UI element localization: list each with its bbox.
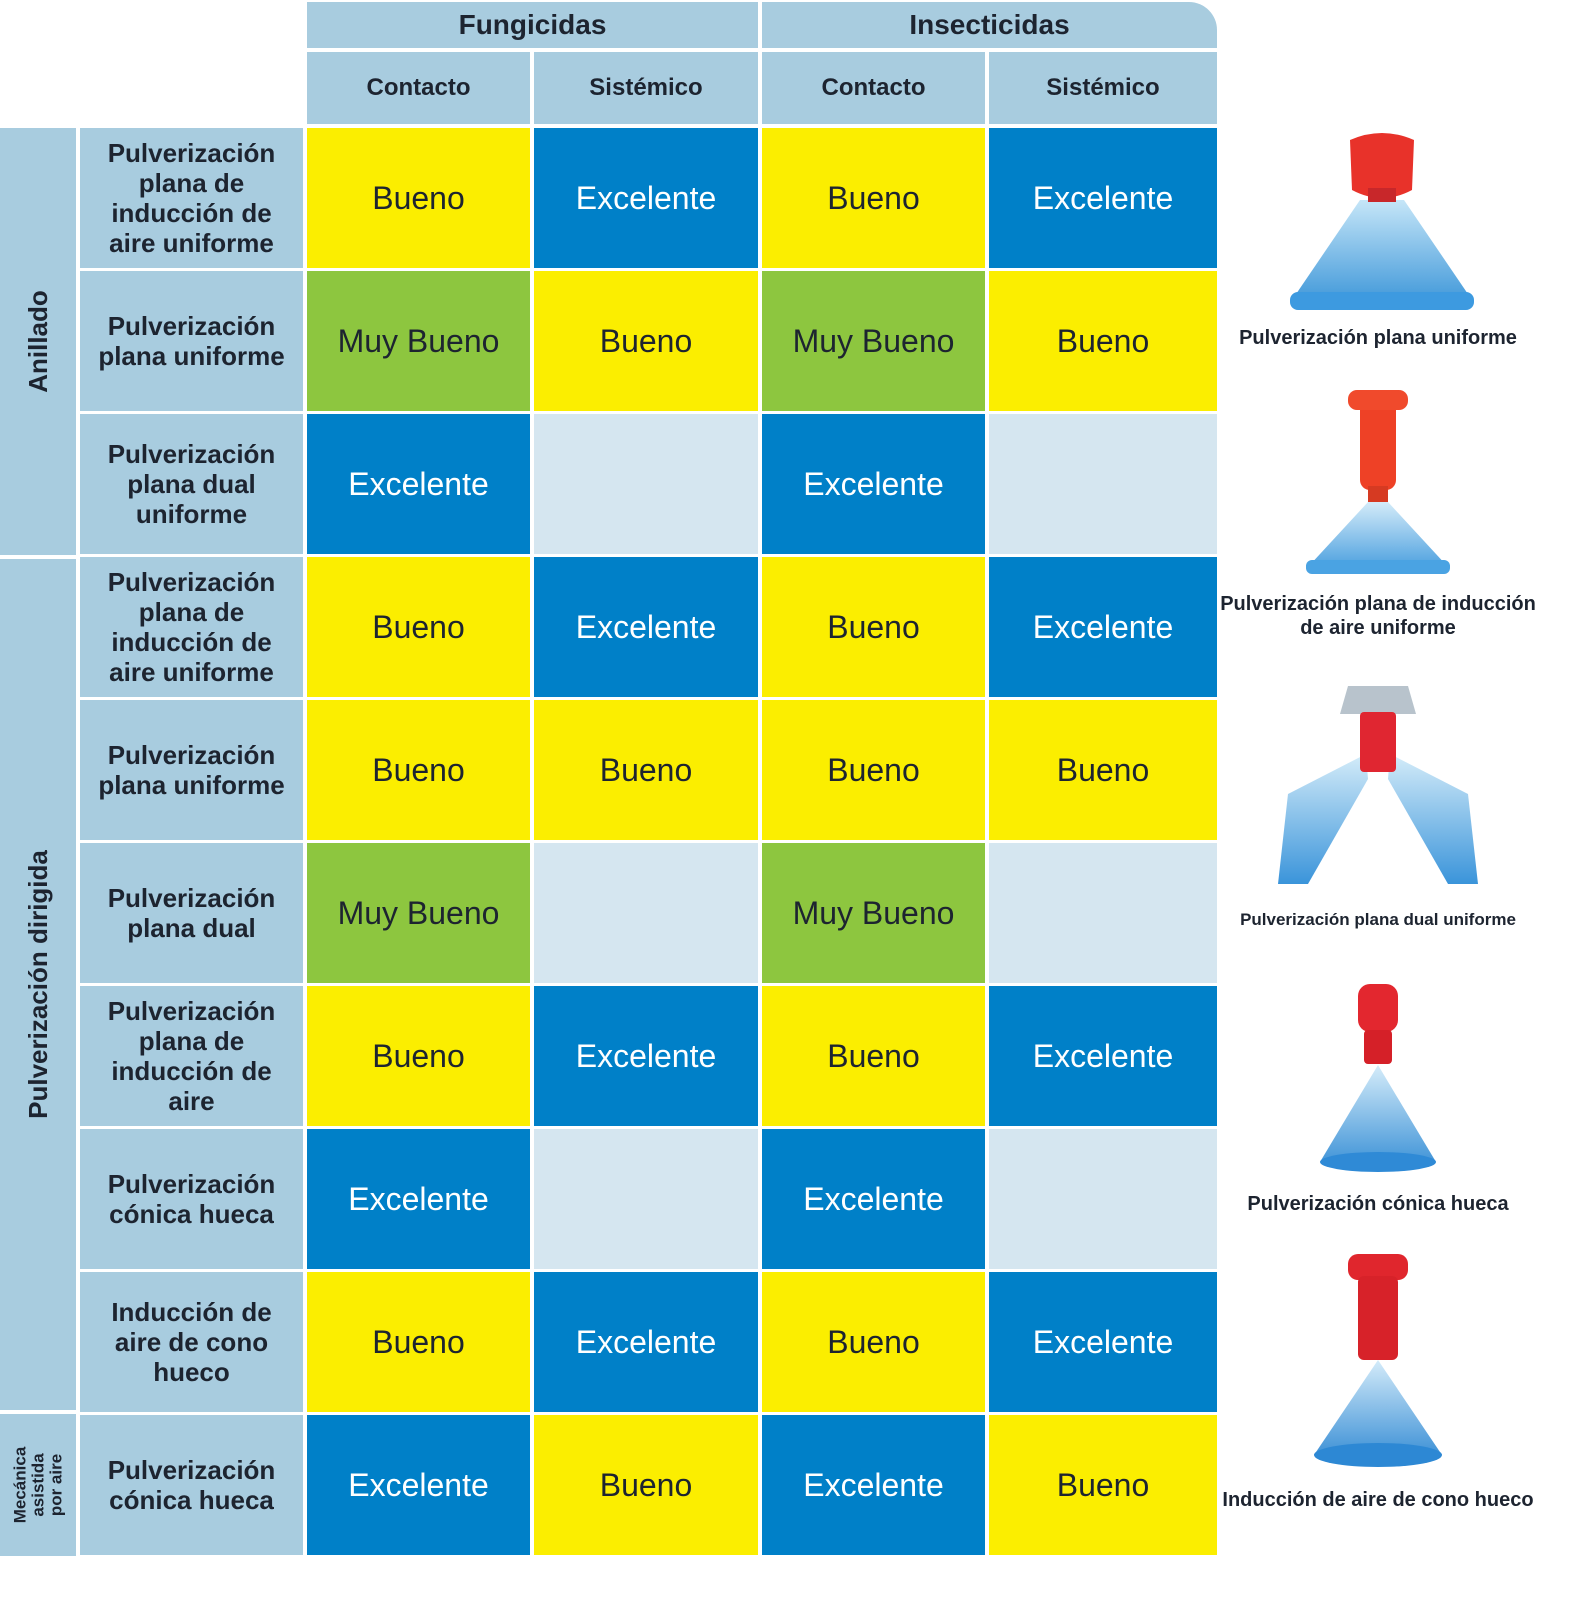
header-fungicidas: Fungicidas: [307, 2, 758, 48]
hollow-cone-nozzle-icon: [1268, 980, 1488, 1185]
empty-cell: [534, 1129, 758, 1269]
nozzle-caption: Pulverización plana de inducción de aire…: [1220, 593, 1536, 639]
rating-cell: Muy Bueno: [762, 843, 985, 983]
rating-cell: Excelente: [762, 1415, 985, 1555]
rating-cell: Bueno: [989, 700, 1217, 840]
rating-cell: Bueno: [762, 557, 985, 697]
empty-cell: [534, 843, 758, 983]
rating-cell: Bueno: [534, 700, 758, 840]
rating-cell: Bueno: [762, 128, 985, 268]
empty-cell: [989, 414, 1217, 554]
rating-cell: Excelente: [534, 128, 758, 268]
row-label: Pulverización cónica hueca: [80, 1129, 303, 1269]
rating-cell: Bueno: [307, 986, 530, 1126]
row-label: Pulverización plana de inducción de aire…: [80, 128, 303, 268]
empty-cell: [534, 414, 758, 554]
rating-cell: Bueno: [762, 1272, 985, 1412]
nozzle-caption: Pulverización plana dual uniforme: [1240, 910, 1516, 929]
rating-cell: Bueno: [307, 557, 530, 697]
air-induction-hollow-cone-nozzle-icon: [1268, 1250, 1488, 1485]
rating-cell: Excelente: [307, 1129, 530, 1269]
rating-cell: Excelente: [534, 1272, 758, 1412]
empty-cell: [989, 1129, 1217, 1269]
group-anillado: Anillado: [0, 128, 76, 555]
row-label: Pulverización cónica hueca: [80, 1415, 303, 1555]
row-label: Pulverización plana de inducción de aire…: [80, 557, 303, 697]
rating-cell: Bueno: [534, 271, 758, 411]
rating-cell: Excelente: [762, 1129, 985, 1269]
group-pulverizacion-dirigida: Pulverización dirigida: [0, 559, 76, 1410]
row-label: Pulverización plana dual: [80, 843, 303, 983]
flat-uniform-nozzle-icon: [1272, 130, 1492, 325]
subheader-fungicidas-sistemico: Sistémico: [534, 52, 758, 124]
rating-cell: Bueno: [307, 128, 530, 268]
nozzle-caption: Inducción de aire de cono hueco: [1222, 1489, 1534, 1511]
row-label: Pulverización plana uniforme: [80, 271, 303, 411]
air-induction-flat-uniform-nozzle-icon: [1268, 382, 1488, 587]
subheader-fungicidas-contacto: Contacto: [307, 52, 530, 124]
nozzle-caption: Pulverización plana uniforme: [1239, 327, 1517, 349]
rating-cell: Excelente: [762, 414, 985, 554]
rating-cell: Bueno: [762, 986, 985, 1126]
rating-cell: Bueno: [534, 1415, 758, 1555]
rating-cell: Bueno: [307, 700, 530, 840]
row-label: Pulverización plana uniforme: [80, 700, 303, 840]
rating-cell: Muy Bueno: [307, 271, 530, 411]
rating-cell: Bueno: [989, 1415, 1217, 1555]
rating-cell: Muy Bueno: [307, 843, 530, 983]
rating-cell: Excelente: [989, 986, 1217, 1126]
rating-cell: Excelente: [989, 1272, 1217, 1412]
row-label: Pulverización plana de inducción de aire: [80, 986, 303, 1126]
rating-cell: Excelente: [307, 414, 530, 554]
rating-cell: Excelente: [534, 986, 758, 1126]
rating-cell: Excelente: [307, 1415, 530, 1555]
rating-cell: Excelente: [989, 128, 1217, 268]
rating-cell: Muy Bueno: [762, 271, 985, 411]
empty-cell: [989, 843, 1217, 983]
dual-flat-uniform-nozzle-icon: [1248, 684, 1508, 899]
rating-cell: Excelente: [534, 557, 758, 697]
subheader-insecticidas-contacto: Contacto: [762, 52, 985, 124]
rating-cell: Bueno: [307, 1272, 530, 1412]
nozzle-caption: Pulverización cónica hueca: [1247, 1193, 1509, 1215]
row-label: Inducción de aire de cono hueco: [80, 1272, 303, 1412]
header-insecticidas: Insecticidas: [762, 2, 1217, 48]
row-label: Pulverización plana dual uniforme: [80, 414, 303, 554]
subheader-insecticidas-sistemico: Sistémico: [989, 52, 1217, 124]
group-mecanica-asistida-por-aire: Mecánica asistida por aire: [0, 1414, 76, 1556]
rating-cell: Excelente: [989, 557, 1217, 697]
rating-cell: Bueno: [762, 700, 985, 840]
rating-cell: Bueno: [989, 271, 1217, 411]
